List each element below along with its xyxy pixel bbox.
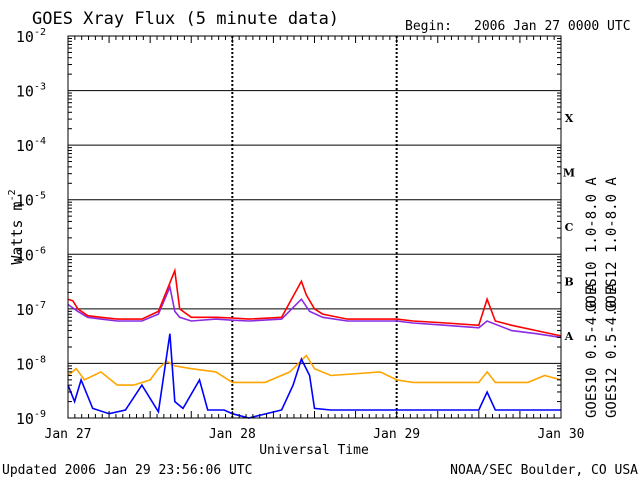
flare-class-label: A: [564, 330, 574, 343]
y-axis-label-exp: -2: [7, 189, 18, 201]
legend-goes10-short-text: GOES10 0.5-4.0 A: [584, 283, 600, 418]
legend-goes10-long-text: GOES10 1.0-8.0 A: [584, 177, 600, 312]
y-tick-label: 10-6: [16, 245, 46, 264]
footer-source: NOAA/SEC Boulder, CO USA: [450, 463, 638, 478]
y-tick-label: 10-8: [16, 354, 46, 373]
flare-class-label: X: [565, 112, 574, 125]
legend-goes10-short: GOES10 0.5-4.0 A: [584, 283, 600, 418]
legend-goes12-short-text: GOES12 0.5-4.0 A: [604, 283, 620, 418]
y-tick-label: 10-2: [16, 27, 46, 46]
chart-title: GOES Xray Flux (5 minute data): [32, 9, 339, 29]
begin-value: 2006 Jan 27 0000 UTC: [474, 19, 631, 34]
legend-goes10-long: GOES10 1.0-8.0 A: [584, 177, 600, 312]
series-line-goes10-0-5-4-0-a: [67, 354, 562, 386]
x-tick-label: Jan 30: [538, 427, 585, 442]
legend-goes12-long: GOES12 1.0-8.0 A: [604, 177, 620, 312]
flare-class-labels: X M C B A: [563, 112, 575, 343]
grid: [68, 36, 561, 418]
series-line-goes12-1-0-8-0-a: [67, 267, 562, 337]
y-axis-label-text: Watts m: [8, 201, 26, 264]
series-line-goes12-0-5-4-0-a: [67, 333, 561, 419]
y-axis-label: Watts m-2: [7, 189, 26, 264]
x-tick-label: Jan 28: [209, 427, 256, 442]
legend-goes12-short: GOES12 0.5-4.0 A: [604, 283, 620, 418]
x-axis-label: Universal Time: [259, 443, 369, 458]
y-tick-label: 10-4: [16, 136, 46, 155]
footer-updated: Updated 2006 Jan 29 23:56:06 UTC: [2, 463, 252, 478]
x-tick-label: Jan 29: [373, 427, 420, 442]
flare-class-label: B: [564, 276, 573, 289]
flare-class-label: M: [563, 166, 575, 179]
y-tick-label: 10-5: [16, 191, 46, 210]
plot-frame: [67, 35, 562, 419]
begin-label: Begin:: [405, 19, 452, 34]
y-tick-label: 10-3: [16, 82, 46, 101]
y-tick-label: 10-7: [16, 300, 46, 319]
flare-class-label: C: [565, 221, 574, 234]
x-tick-label: Jan 27: [45, 427, 92, 442]
y-tick-label: 10-9: [16, 409, 46, 428]
series-line-goes10-1-0-8-0-a: [67, 284, 562, 339]
x-ticks: Jan 27 Jan 28 Jan 29 Jan 30: [45, 36, 585, 442]
series-lines: [67, 267, 562, 419]
svg-text:Watts m-2: Watts m-2: [7, 189, 26, 264]
y-ticks: 10-2 10-3 10-4 10-5 10-6 10-7 10-8 10-9: [16, 27, 561, 428]
legend-goes12-long-text: GOES12 1.0-8.0 A: [604, 177, 620, 312]
